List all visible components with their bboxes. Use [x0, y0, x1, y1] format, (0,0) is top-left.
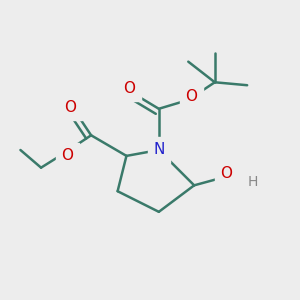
Text: O: O	[61, 148, 74, 164]
Text: H: H	[248, 176, 258, 189]
Text: O: O	[64, 100, 76, 115]
Text: O: O	[185, 89, 197, 104]
Text: O: O	[220, 166, 232, 181]
Text: O: O	[123, 81, 135, 96]
Text: N: N	[153, 142, 164, 158]
